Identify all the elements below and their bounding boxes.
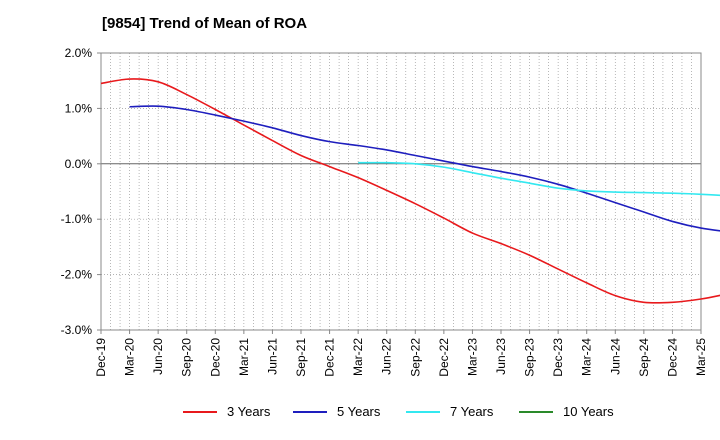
x-tick-label: Sep-21 [294,338,308,377]
x-tick-label: Jun-24 [608,338,622,375]
x-tick-label: Dec-24 [665,338,679,377]
legend-label: 7 Years [450,404,494,419]
legend-label: 5 Years [337,404,381,419]
x-tick-label: Mar-23 [465,338,479,376]
legend-item: 5 Years [293,404,380,419]
chart-title: [9854] Trend of Mean of ROA [102,15,308,32]
series-line-7-years [358,161,720,197]
legend-swatch [406,410,440,413]
legend-label: 10 Years [563,404,614,419]
x-tick-label: Sep-22 [408,338,422,377]
legend-item: 7 Years [406,404,493,419]
x-tick-label: Jun-23 [494,338,508,375]
x-tick-label: Jun-21 [265,338,279,375]
legend-item: 10 Years [519,404,614,419]
x-tick-label: Mar-22 [351,338,365,376]
y-tick-label: 0.0% [65,157,93,171]
legend-swatch [183,410,217,413]
x-tick-label: Dec-21 [323,338,337,377]
axes [97,52,702,334]
y-tick-label: -3.0% [61,323,93,337]
legend-swatch [519,410,553,413]
x-tick-label: Dec-23 [551,338,565,377]
x-tick-label: Mar-25 [694,338,708,376]
y-tick-label: -2.0% [61,268,93,282]
x-tick-label: Mar-24 [580,338,594,376]
x-tick-label: Sep-20 [180,338,194,377]
series-line-3-years [100,78,720,304]
x-tick-label: Jun-20 [151,338,165,375]
legend: 3 Years 5 Years 7 Years 10 Years [0,404,720,428]
y-tick-label: 2.0% [65,46,93,60]
legend-item: 3 Years [183,404,270,419]
plot-frame [100,52,702,331]
x-tick-label: Dec-19 [94,338,108,377]
x-tick-label: Jun-22 [380,338,394,375]
legend-swatch [293,410,327,413]
x-tick-label: Dec-22 [437,338,451,377]
legend-label: 3 Years [227,404,271,419]
x-tick-label: Sep-23 [523,338,537,377]
x-tick-label: Sep-24 [637,338,651,377]
x-tick-label: Dec-20 [208,338,222,377]
series-lines [100,78,720,304]
y-tick-label: 1.0% [65,101,93,115]
y-tick-label: -1.0% [61,212,93,226]
line-chart: 2.0% 1.0% 0.0% -1.0% -2.0% -3.0%Dec-19 Mar-20 J… [61,46,720,377]
tick-labels: 2.0% 1.0% 0.0% -1.0% -2.0% -3.0%Dec-19 Mar-20 J… [61,46,708,377]
series-line-5-years [129,105,720,232]
x-tick-label: Mar-21 [237,338,251,376]
x-tick-label: Mar-20 [123,338,137,376]
